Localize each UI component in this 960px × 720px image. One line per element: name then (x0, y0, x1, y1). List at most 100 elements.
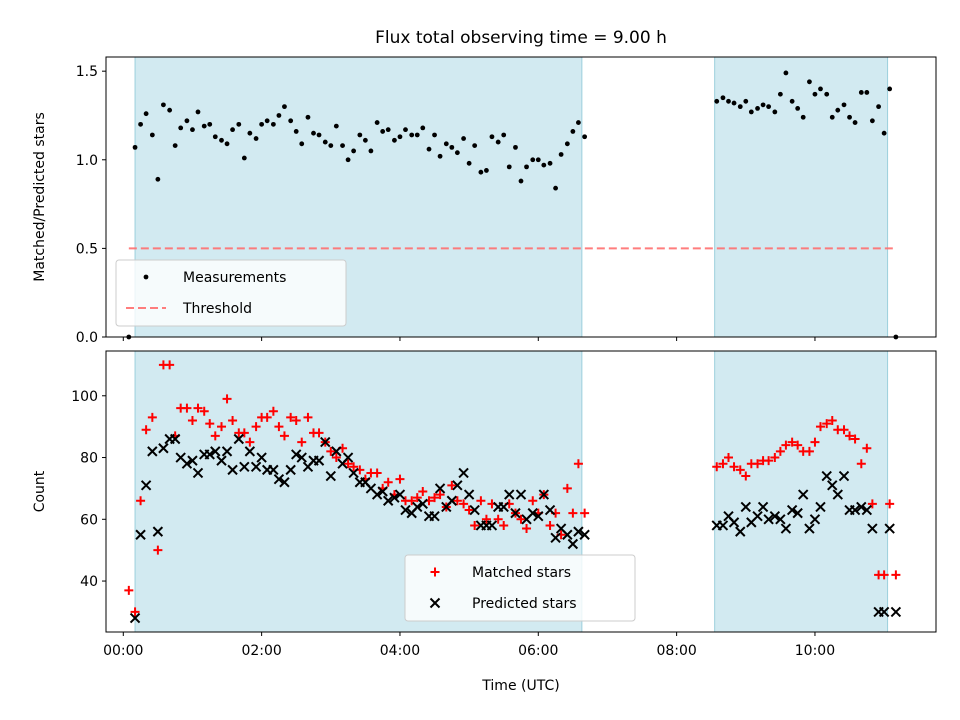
data-point (331, 446, 342, 457)
data-point (815, 422, 825, 432)
data-point (326, 446, 336, 456)
legend: Measurements Threshold (115, 259, 347, 327)
data-point (743, 98, 749, 104)
data-point (322, 139, 328, 145)
data-point (879, 570, 889, 580)
series-predicted-stars (129, 433, 902, 624)
data-point (412, 493, 422, 503)
data-point (748, 109, 754, 115)
data-point (544, 504, 556, 516)
data-point (469, 504, 480, 516)
data-point (752, 510, 763, 522)
data-point (239, 428, 249, 438)
data-point (729, 462, 739, 472)
data-point (821, 470, 832, 482)
data-point (158, 443, 169, 454)
data-point (461, 136, 466, 141)
data-point (533, 510, 544, 522)
data-point (305, 114, 311, 120)
data-point (268, 464, 279, 476)
data-point (262, 412, 272, 422)
data-point (573, 459, 583, 469)
data-point (351, 148, 357, 154)
chart-title: Flux total observing time = 9.00 h (375, 28, 667, 48)
data-point (374, 120, 380, 125)
data-point (195, 109, 201, 115)
data-point (862, 443, 872, 453)
data-point (885, 499, 895, 509)
data-point (395, 474, 405, 484)
data-point (311, 130, 316, 136)
data-point (286, 412, 296, 422)
data-point (169, 433, 181, 445)
data-point (446, 495, 458, 506)
data-point (190, 127, 195, 133)
data-point (772, 109, 778, 115)
data-point (856, 501, 867, 513)
data-point (210, 431, 220, 441)
data-point (562, 483, 572, 493)
x-tick-label: 08:00 (656, 643, 696, 659)
data-point (403, 127, 408, 133)
data-point (288, 118, 294, 124)
data-point (362, 137, 368, 143)
data-point (861, 504, 873, 516)
data-point (550, 532, 561, 544)
data-point (274, 422, 284, 432)
y-axis-label: Matched/Predicted stars (32, 112, 48, 282)
data-point (545, 520, 555, 530)
legend-marker (429, 597, 441, 609)
data-point (459, 499, 469, 509)
data-point (731, 100, 737, 106)
data-point (822, 419, 832, 429)
data-point (314, 428, 324, 438)
data-point (804, 523, 815, 534)
data-point (495, 139, 501, 145)
data-point (763, 514, 774, 525)
data-point (579, 529, 590, 540)
y-tick-label: 80 (80, 451, 98, 467)
data-point (714, 98, 720, 104)
data-point (760, 102, 766, 108)
data-point (458, 467, 469, 479)
data-point (377, 486, 388, 497)
data-point (233, 433, 245, 445)
data-point (328, 143, 334, 149)
data-point (219, 137, 224, 143)
data-point (244, 446, 256, 457)
y-tick-label: 0.5 (76, 241, 98, 257)
data-point (449, 144, 455, 150)
data-point (493, 514, 503, 524)
y-tick-label: 1.5 (76, 64, 98, 80)
data-point (251, 422, 261, 432)
data-point (741, 471, 751, 481)
data-point (161, 102, 166, 108)
data-point (792, 507, 803, 519)
y-tick-label: 40 (80, 574, 98, 590)
data-point (345, 157, 351, 163)
data-point (476, 496, 486, 506)
data-point (417, 498, 428, 510)
data-point (735, 465, 745, 475)
data-point (568, 508, 578, 518)
data-point (143, 111, 149, 117)
data-point (227, 464, 238, 476)
data-point (152, 526, 164, 537)
data-point (547, 160, 553, 166)
data-point (236, 121, 242, 127)
data-point (201, 123, 207, 129)
data-point (285, 464, 296, 476)
data-point (418, 487, 428, 496)
data-point (181, 458, 193, 469)
data-point (797, 489, 809, 500)
data-point (564, 141, 570, 147)
data-point (124, 585, 134, 595)
data-point (580, 508, 590, 518)
data-point (740, 501, 751, 513)
data-point (357, 132, 363, 138)
data-point (829, 114, 835, 120)
y-axis-label: Count (32, 470, 48, 512)
data-point (279, 477, 290, 488)
data-point (205, 419, 215, 429)
data-point (343, 459, 353, 469)
